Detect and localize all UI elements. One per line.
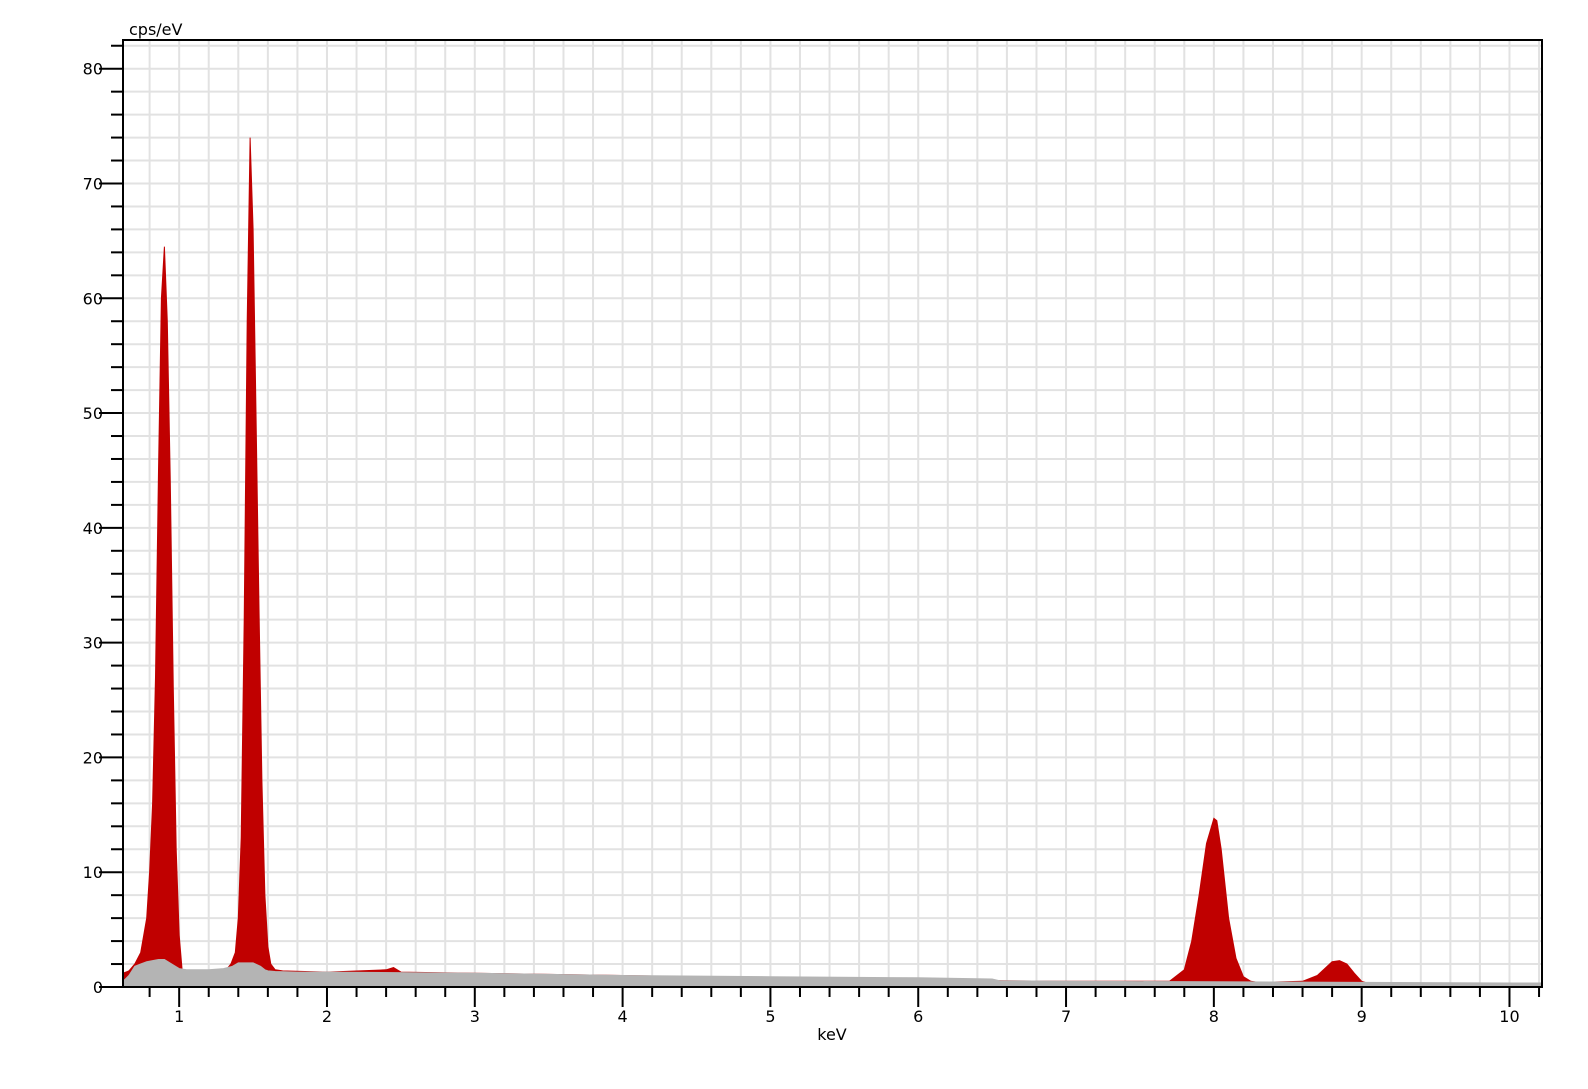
y-tick-label: 20 [83,748,103,767]
x-axis: 1 2 3 4 5 6 7 8 9 10 [148,987,1541,1026]
y-axis-title: cps/eV [129,20,183,39]
background-fit-area [122,959,1543,988]
grid [123,40,1542,987]
x-tick-label: 10 [1499,1007,1519,1026]
y-tick-label: 80 [83,60,103,79]
x-axis-title: keV [817,1025,847,1044]
x-tick-label: 8 [1209,1007,1219,1026]
y-tick-label: 0 [93,978,103,997]
x-tick-label: 5 [765,1007,775,1026]
y-tick-label: 60 [83,289,103,308]
x-tick-label: 4 [618,1007,628,1026]
x-tick-label: 7 [1061,1007,1071,1026]
y-tick-label: 70 [83,174,103,193]
plot-frame [122,39,1543,988]
y-axis: 0 10 20 30 40 50 60 70 80 [83,44,123,997]
y-tick-label: 30 [83,634,103,653]
y-tick-label: 50 [83,404,103,423]
measured-spectrum-area [122,137,1543,988]
x-tick-label: 3 [470,1007,480,1026]
y-tick-label: 10 [83,863,103,882]
x-tick-label: 2 [322,1007,332,1026]
y-tick-label: 40 [83,519,103,538]
series-layer [122,137,1543,988]
x-tick-label: 6 [913,1007,923,1026]
plot-area [123,40,1542,987]
x-tick-label: 1 [174,1007,184,1026]
x-tick-label: 9 [1357,1007,1367,1026]
